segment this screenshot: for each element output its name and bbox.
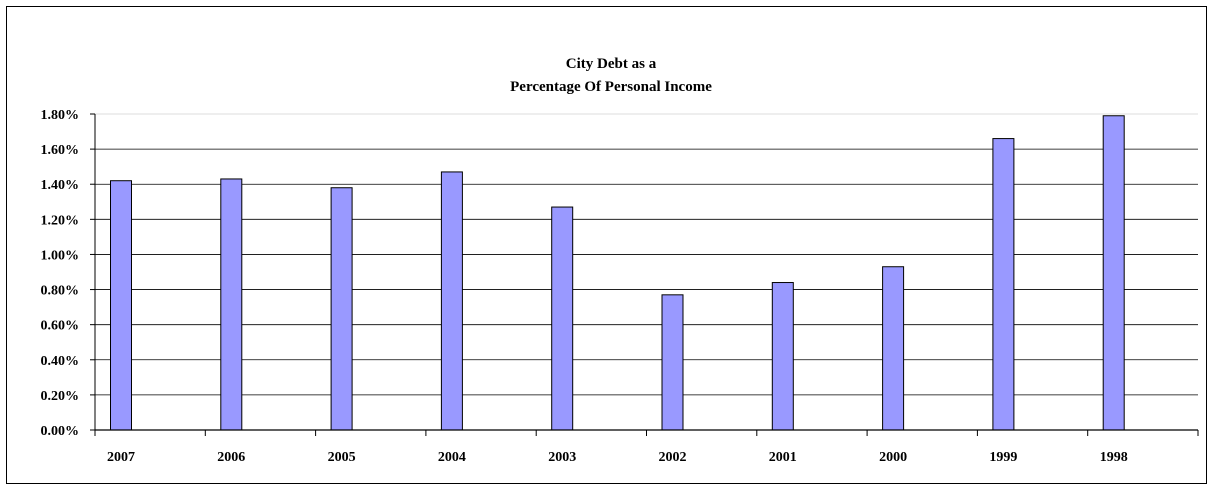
x-tick-label: 1998	[1100, 450, 1128, 465]
y-tick-label: 0.40%	[41, 354, 80, 369]
x-tick-label: 2006	[217, 450, 245, 465]
y-tick-label: 0.00%	[41, 424, 80, 439]
bar-2000	[882, 266, 905, 431]
bar-2003	[551, 206, 574, 431]
x-tick-label: 1999	[989, 450, 1017, 465]
bar-1998	[1102, 115, 1125, 431]
x-tick-label: 2004	[438, 450, 466, 465]
x-tick-label: 2003	[548, 450, 576, 465]
y-tick-label: 0.20%	[41, 389, 80, 404]
bar-2004	[440, 171, 463, 431]
y-tick-label: 0.60%	[41, 319, 80, 334]
chart-title-line-1: City Debt as a	[566, 56, 657, 72]
x-tick-label: 2007	[107, 450, 135, 465]
y-tick-label: 1.80%	[41, 108, 80, 123]
bar-2002	[661, 294, 684, 431]
x-tick-label: 2000	[879, 450, 907, 465]
chart-title-line-2: Percentage Of Personal Income	[510, 79, 712, 95]
x-axis-tick-labels: 2007 2006 2005 2004 2003 2002 2001 2000 1999 1998	[107, 450, 1128, 465]
bar-2001	[771, 282, 794, 431]
y-tick-label: 1.00%	[41, 248, 80, 263]
x-tick-label: 2005	[328, 450, 356, 465]
y-tick-label: 0.80%	[41, 284, 80, 299]
bars	[110, 115, 1125, 431]
axes	[94, 114, 1199, 436]
y-tick-label: 1.40%	[41, 178, 80, 193]
x-tick-label: 2002	[659, 450, 687, 465]
bar-1999	[992, 138, 1015, 431]
bar-2006	[220, 178, 243, 431]
x-tick-label: 2001	[769, 450, 797, 465]
y-axis-tick-labels: 0.00% 0.20% 0.40% 0.60% 0.80% 1.00% 1.20% 1.40%…	[41, 108, 80, 439]
y-tick-label: 1.60%	[41, 143, 80, 158]
bar-2007	[110, 180, 132, 431]
bar-2005	[330, 187, 353, 431]
y-tick-label: 1.20%	[41, 213, 80, 228]
gridlines	[90, 113, 1198, 431]
